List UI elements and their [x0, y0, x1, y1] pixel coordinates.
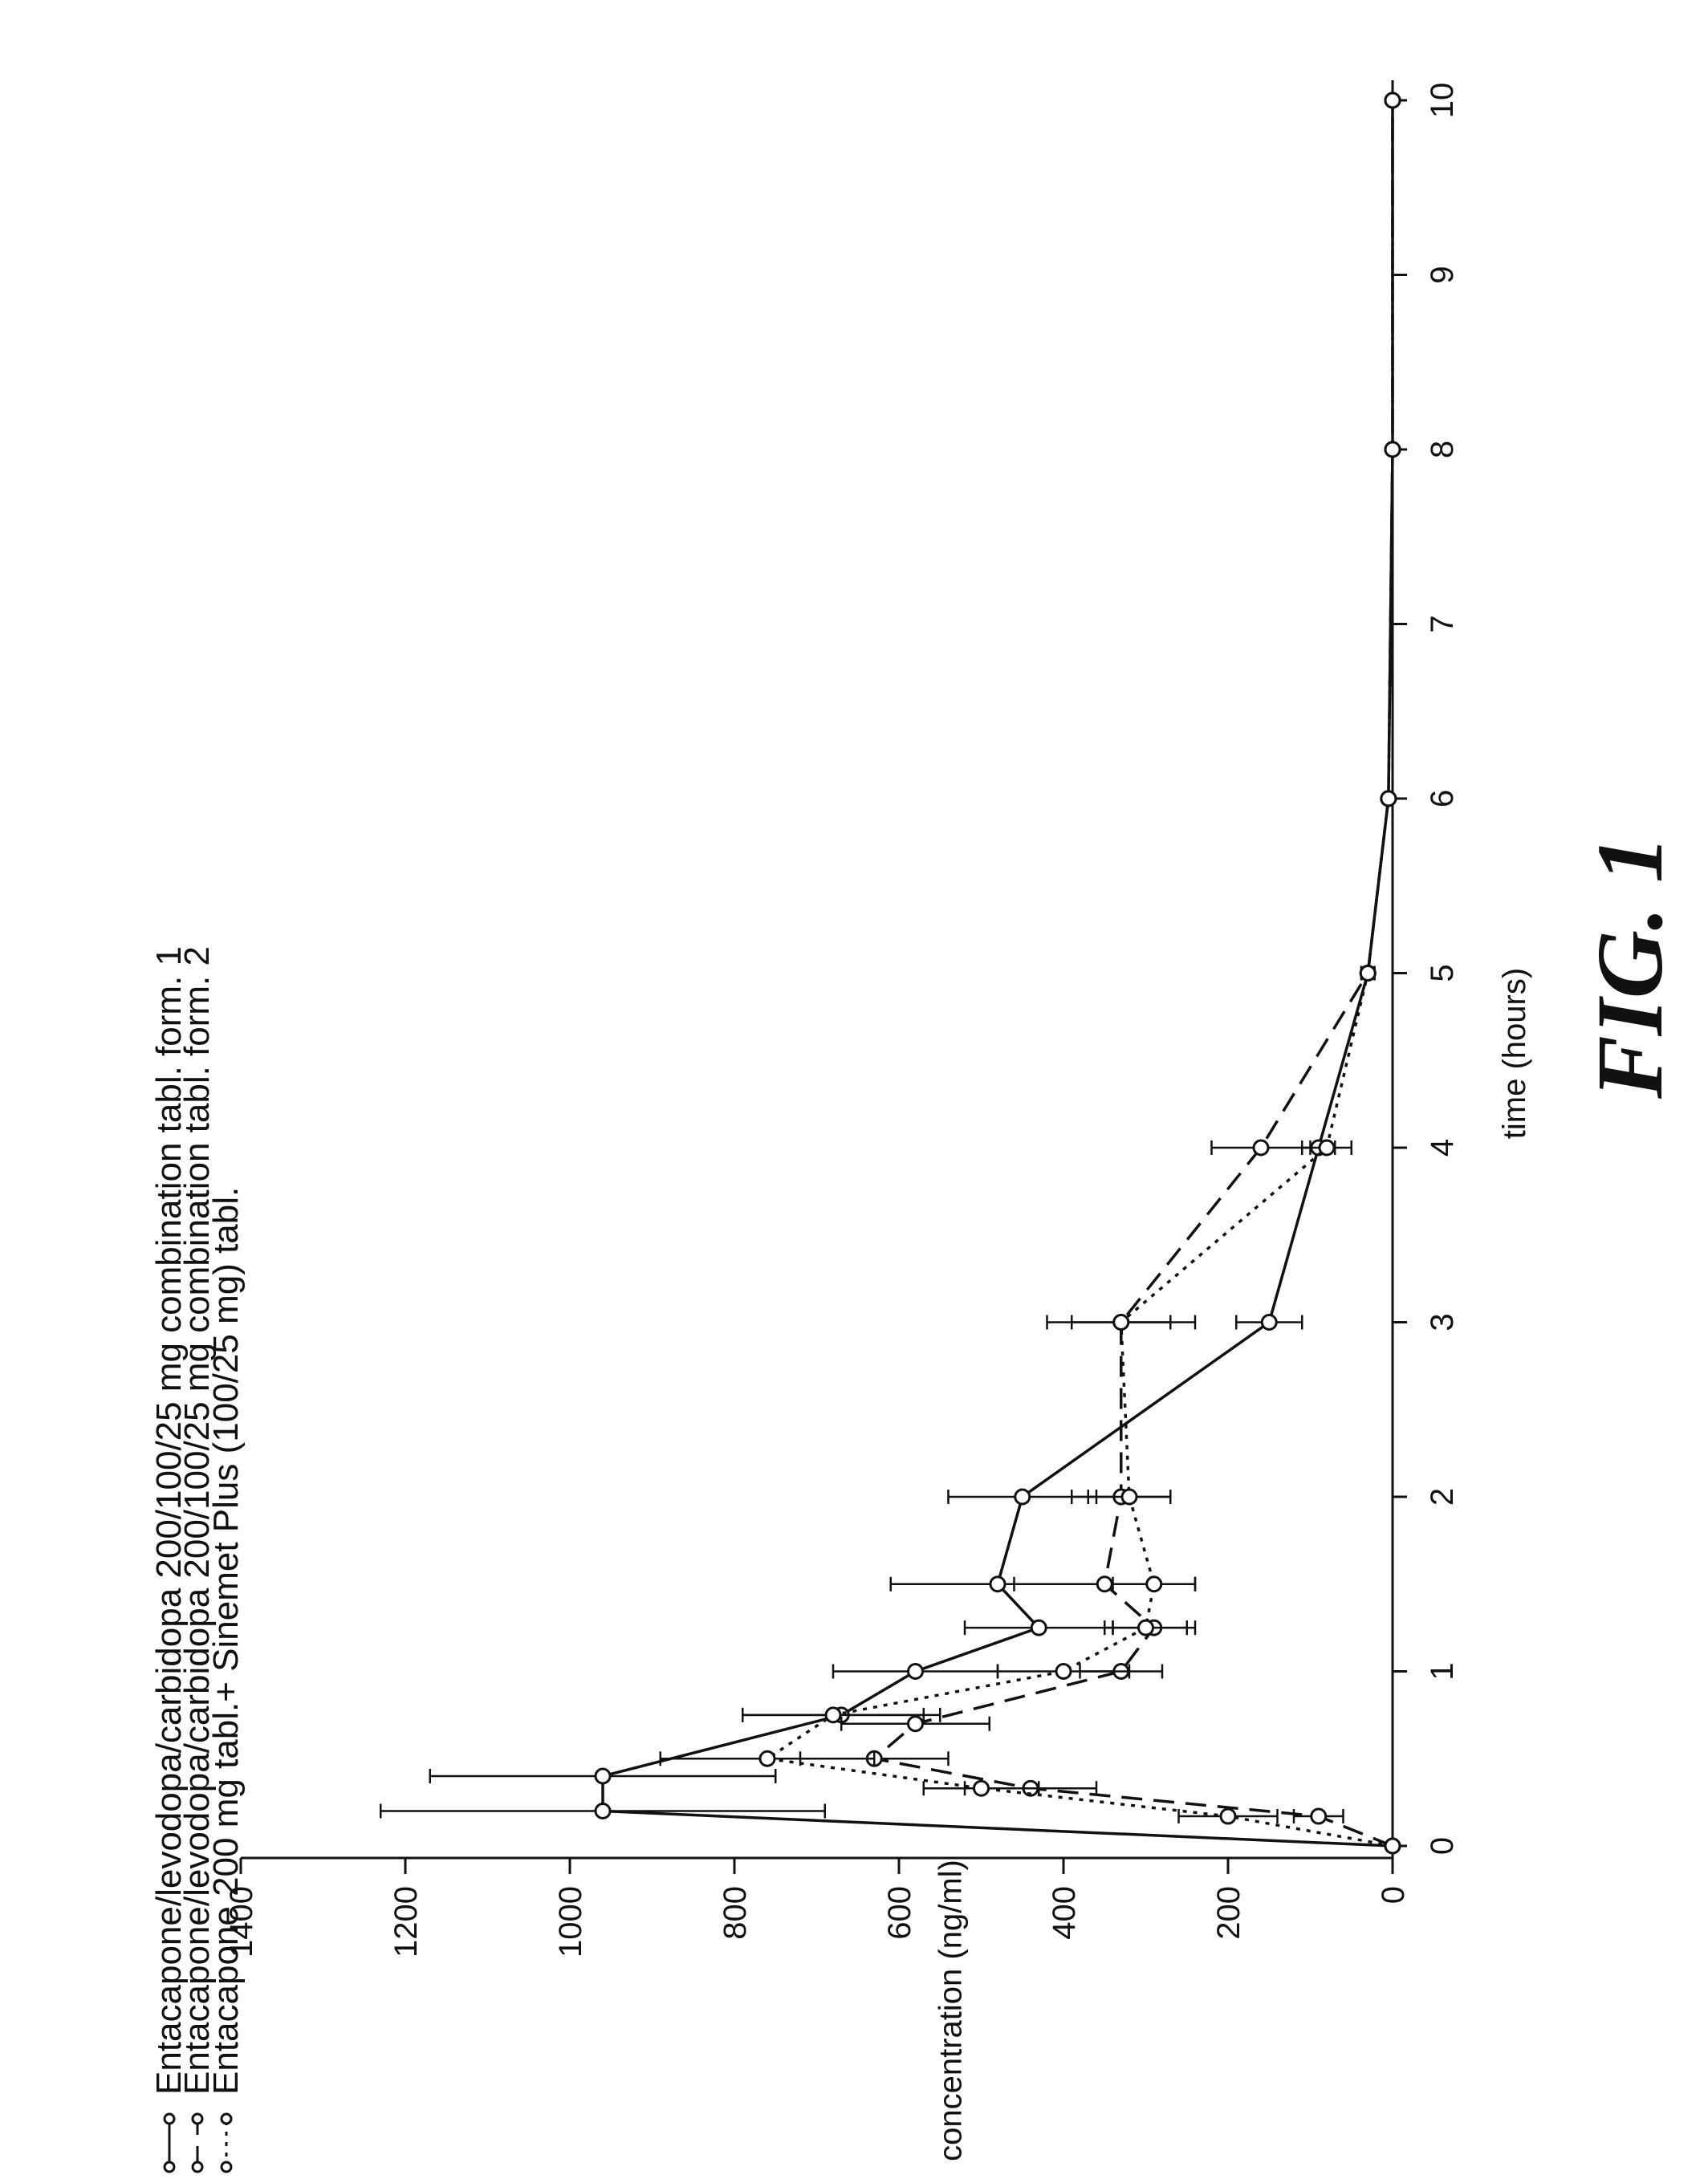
legend-swatch-marker: [193, 2162, 202, 2172]
x-tick-label: 7: [1425, 615, 1460, 632]
data-point: [1254, 1140, 1268, 1155]
x-axis-title: time (hours): [1497, 968, 1532, 1139]
data-point: [1122, 1490, 1137, 1504]
data-point: [596, 1769, 610, 1783]
data-point: [990, 1577, 1005, 1592]
data-point: [1385, 1839, 1400, 1853]
x-tick-label: 6: [1425, 790, 1460, 807]
figure-caption: FIG. 1: [1577, 835, 1682, 1100]
legend-swatch-marker: [193, 2114, 202, 2124]
x-tick-label: 4: [1425, 1139, 1460, 1157]
y-tick-label: 1200: [388, 1886, 424, 1957]
data-point: [1385, 442, 1400, 457]
data-point: [1262, 1315, 1276, 1330]
y-tick-label: 600: [882, 1886, 917, 1940]
x-tick-label: 0: [1425, 1837, 1460, 1855]
data-point: [909, 1665, 923, 1679]
data-point: [826, 1708, 840, 1722]
legend-swatch-marker: [165, 2114, 174, 2124]
data-point: [1381, 791, 1396, 806]
data-point: [596, 1804, 610, 1819]
y-tick-label: 0: [1376, 1886, 1411, 1904]
data-point: [1139, 1620, 1153, 1635]
y-axis-title: concentration (ng/ml): [933, 1860, 969, 2161]
data-point: [1320, 1140, 1334, 1155]
legend-label: Entacapone 200 mg tabl.+ Sinemet Plus (1…: [206, 1187, 246, 2095]
data-point: [909, 1717, 923, 1731]
y-tick-label: 800: [718, 1886, 753, 1940]
x-tick-label: 3: [1425, 1313, 1460, 1331]
data-point: [1114, 1315, 1128, 1330]
data-point: [1385, 93, 1400, 108]
x-tick-label: 10: [1425, 83, 1460, 119]
data-point: [1221, 1809, 1235, 1823]
data-point: [1312, 1809, 1326, 1823]
legend: Entacapone/levodopa/carbidopa 200/100/25…: [149, 946, 246, 2172]
data-point: [974, 1781, 989, 1795]
y-tick-label: 1000: [553, 1886, 588, 1957]
data-point: [1056, 1665, 1071, 1679]
y-tick-label: 200: [1211, 1886, 1246, 1940]
data-point: [1097, 1577, 1112, 1592]
legend-entry-3: Entacapone 200 mg tabl.+ Sinemet Plus (1…: [206, 1187, 246, 2172]
x-tick-label: 9: [1425, 266, 1460, 283]
series-layer: [380, 93, 1400, 1853]
data-point: [1360, 966, 1375, 981]
series-1: [380, 93, 1400, 1853]
x-tick-label: 2: [1425, 1488, 1460, 1506]
data-point: [1031, 1620, 1046, 1635]
legend-swatch-marker: [222, 2114, 231, 2124]
x-tick-label: 5: [1425, 964, 1460, 982]
x-tick-label: 1: [1425, 1662, 1460, 1680]
series-3: [661, 93, 1400, 1853]
data-point: [760, 1751, 775, 1766]
y-tick-label: 400: [1047, 1886, 1082, 1940]
legend-swatch-marker: [222, 2162, 231, 2172]
legend-swatch-marker: [165, 2162, 174, 2172]
x-tick-label: 8: [1425, 441, 1460, 458]
data-point: [1147, 1577, 1161, 1592]
data-point: [1015, 1490, 1030, 1504]
axes: 0123456789100200400600800100012001400: [224, 80, 1460, 1957]
plot-area: 0123456789100200400600800100012001400 ti…: [149, 80, 1532, 2172]
